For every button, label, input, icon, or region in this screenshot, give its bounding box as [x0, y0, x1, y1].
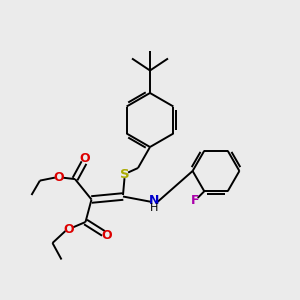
Text: S: S [120, 167, 129, 181]
Text: O: O [53, 171, 64, 184]
Text: O: O [102, 229, 112, 242]
Text: O: O [79, 152, 90, 166]
Text: O: O [64, 223, 74, 236]
Text: N: N [149, 194, 159, 207]
Text: F: F [191, 194, 200, 207]
Text: H: H [150, 203, 158, 213]
